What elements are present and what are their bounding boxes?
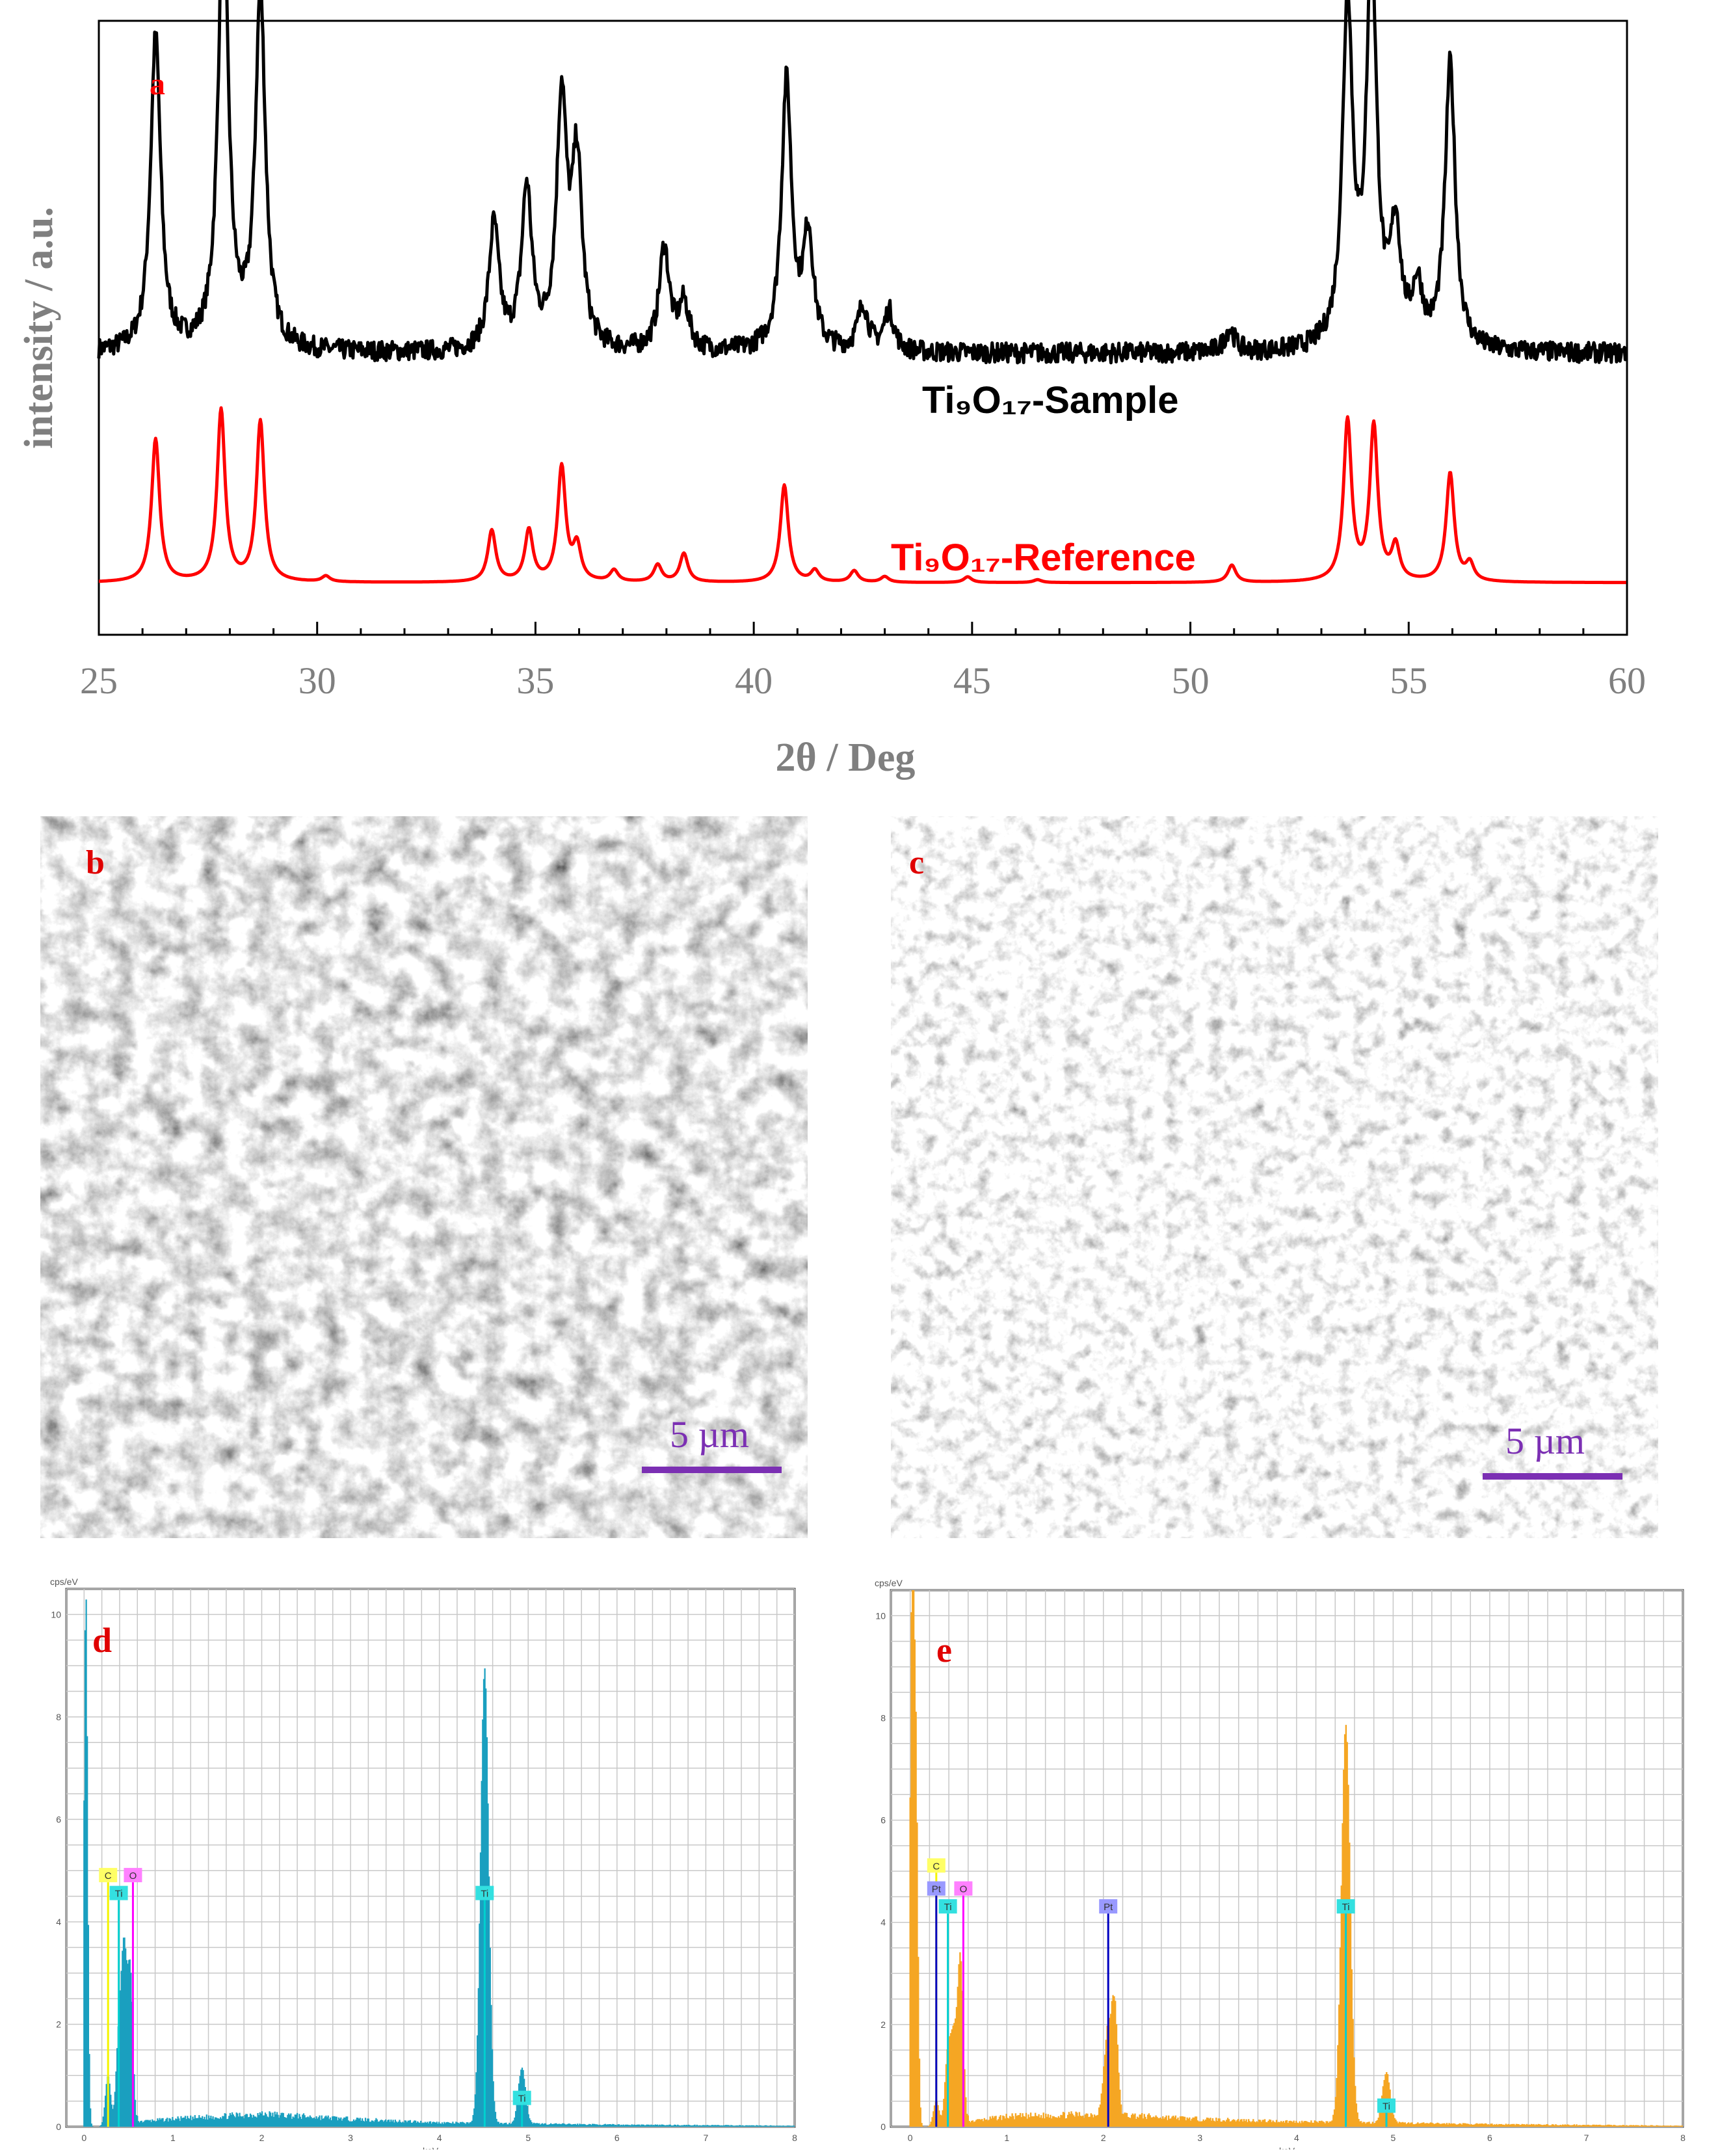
xrd-plot-frame xyxy=(98,20,1628,636)
edx-x-tick-label: 0 xyxy=(81,2133,86,2143)
edx-y-tick-label: 10 xyxy=(51,1609,61,1619)
element-label-box xyxy=(927,1858,946,1873)
x-tick-label: 60 xyxy=(1608,659,1646,702)
element-label: Pt xyxy=(932,1884,942,1895)
scale-bar-c xyxy=(1483,1473,1622,1480)
panel-label-b: b xyxy=(86,844,105,881)
edx-y-tick-label: 0 xyxy=(880,2122,886,2132)
edx-spectrum xyxy=(83,1599,795,2127)
edx-x-tick-label: 7 xyxy=(704,2133,709,2143)
element-label-box xyxy=(124,1868,142,1883)
element-label: O xyxy=(960,1884,968,1895)
edx-spectrum-d: 0 1 2 3 4 5 6 7 8 0 2 4 6 8 10 cps/eV keV C O Ti Ti Ti d xyxy=(50,1577,797,2149)
scale-bar-b xyxy=(642,1467,782,1473)
series-line-reference xyxy=(98,406,1627,585)
edx-x-tick-label: 7 xyxy=(1584,2133,1589,2143)
edx-grid xyxy=(890,1590,1684,2127)
edx-bars xyxy=(83,1599,795,2127)
xrd-y-axis-label: intensity / a.u. xyxy=(17,207,61,449)
edx-y-tick-label: 2 xyxy=(880,2019,886,2030)
edx-x-tick-label: 1 xyxy=(1004,2133,1009,2143)
element-label: Ti xyxy=(518,2094,526,2105)
element-label-box xyxy=(1377,2098,1396,2113)
edx-y-tick-label: 6 xyxy=(56,1814,61,1824)
series-line-sample xyxy=(97,0,1628,365)
xrd-chart: 25 30 35 40 45 50 55 60 a Ti₉O₁₇-Sample Ti₉O₁₇-… xyxy=(17,0,1646,780)
panel-label-c: c xyxy=(909,844,924,881)
element-label: Ti xyxy=(1382,2101,1390,2112)
element-label-box xyxy=(109,1885,128,1900)
edx-x-tick-label: 2 xyxy=(259,2133,265,2143)
element-label: Ti xyxy=(115,1889,123,1900)
edx-x-tick-label: 5 xyxy=(525,2133,531,2143)
edx-spectrum xyxy=(909,1590,1683,2127)
edx-x-axis-label: keV xyxy=(1279,2146,1295,2149)
element-label: Ti xyxy=(1342,1902,1350,1913)
xrd-x-axis-label: 2θ / Deg xyxy=(776,736,916,780)
edx-x-tick-label: 6 xyxy=(615,2133,620,2143)
x-tick-label: 55 xyxy=(1390,659,1427,702)
edx-y-tick-label: 8 xyxy=(880,1712,886,1723)
x-tick-label: 50 xyxy=(1172,659,1210,702)
edx-x-tick-label: 8 xyxy=(1680,2133,1686,2143)
element-label: Ti xyxy=(481,1889,488,1900)
sem-texture-b: b 5 µm xyxy=(40,816,808,1538)
edx-x-tick-label: 1 xyxy=(170,2133,176,2143)
series-label-sample: Ti₉O₁₇-Sample xyxy=(922,379,1179,421)
edx-y-tick-label: 4 xyxy=(56,1917,61,1927)
edx-y-unit: cps/eV xyxy=(50,1577,78,1587)
element-label: C xyxy=(933,1861,940,1872)
panel-label-e: e xyxy=(936,1630,952,1670)
element-label: Ti xyxy=(944,1902,952,1913)
edx-y-tick-label: 4 xyxy=(880,1917,886,1928)
x-tick-label: 30 xyxy=(298,659,336,702)
edx-x-tick-label: 2 xyxy=(1101,2133,1106,2143)
edx-y-unit: cps/eV xyxy=(875,1578,903,1588)
element-label: C xyxy=(105,1870,112,1882)
x-tick-label: 25 xyxy=(80,659,118,702)
edx-x-tick-label: 4 xyxy=(1294,2133,1299,2143)
element-label: O xyxy=(129,1870,137,1882)
edx-y-tick-label: 0 xyxy=(56,2122,61,2132)
edx-plot-frame xyxy=(890,1589,1684,2128)
element-label-box xyxy=(512,2090,531,2105)
edx-y-tick-label: 2 xyxy=(56,2019,61,2029)
edx-x-tick-label: 5 xyxy=(1390,2133,1396,2143)
edx-x-tick-label: 6 xyxy=(1487,2133,1492,2143)
element-label-box xyxy=(475,1885,494,1900)
panel-label-a: a xyxy=(150,67,165,101)
edx-x-tick-label: 3 xyxy=(1197,2133,1202,2143)
series-label-reference: Ti₉O₁₇-Reference xyxy=(891,537,1196,579)
element-label: Pt xyxy=(1104,1902,1113,1913)
x-tick-label: 40 xyxy=(735,659,773,702)
element-label-box xyxy=(938,1899,957,1914)
scale-bar-label-b: 5 µm xyxy=(670,1413,749,1456)
element-label-box xyxy=(1336,1899,1355,1914)
edx-x-axis-label: keV xyxy=(423,2146,439,2149)
sem-image-c: c 5 µm xyxy=(891,816,1658,1538)
edx-x-tick-label: 3 xyxy=(348,2133,353,2143)
element-label-box xyxy=(954,1881,973,1896)
element-label-box xyxy=(99,1868,118,1883)
edx-x-tick-label: 0 xyxy=(908,2133,913,2143)
edx-y-tick-label: 6 xyxy=(880,1815,886,1826)
edx-plot-frame xyxy=(65,1588,796,2128)
edx-bars xyxy=(909,1590,1683,2127)
x-tick-label: 45 xyxy=(953,659,991,702)
sem-texture-c: c 5 µm xyxy=(891,816,1658,1538)
edx-x-tick-label: 4 xyxy=(437,2133,442,2143)
edx-x-tick-label: 8 xyxy=(792,2133,797,2143)
panel-label-d: d xyxy=(92,1621,112,1660)
x-tick-label: 35 xyxy=(516,659,554,702)
sem-image-b: b 5 µm xyxy=(40,816,808,1538)
element-label-box xyxy=(1099,1899,1118,1914)
edx-y-tick-label: 8 xyxy=(56,1712,61,1722)
element-label-box xyxy=(927,1881,946,1896)
edx-y-tick-label: 10 xyxy=(875,1610,886,1621)
scale-bar-label-c: 5 µm xyxy=(1505,1420,1585,1462)
